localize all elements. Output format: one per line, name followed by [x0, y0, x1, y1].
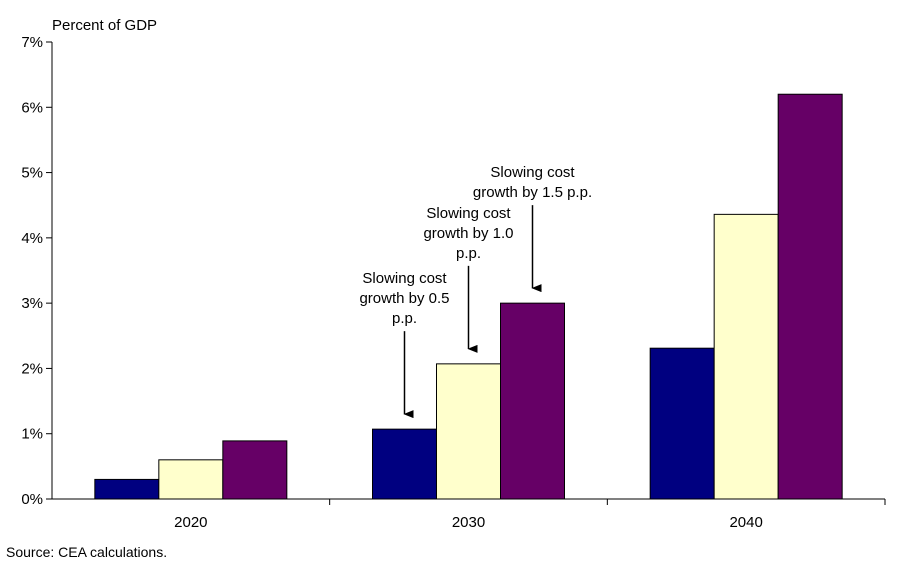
x-tick-label: 2020 — [174, 514, 207, 531]
annotation-text: p.p. — [392, 310, 417, 327]
annotation-text: growth by 1.5 p.p. — [473, 184, 592, 201]
x-tick-label: 2040 — [729, 514, 762, 531]
bar — [500, 302, 565, 500]
y-tick-label: 3% — [21, 295, 43, 312]
y-tick-label: 5% — [21, 165, 43, 182]
bar — [649, 347, 715, 500]
y-tick-label: 7% — [21, 34, 43, 51]
annotation-text: growth by 1.0 — [423, 225, 513, 242]
bar — [94, 478, 160, 500]
annotation-text: Slowing cost — [426, 205, 511, 222]
bar — [436, 363, 501, 500]
bar — [777, 93, 843, 500]
y-tick-label: 2% — [21, 360, 43, 377]
y-tick-label: 0% — [21, 491, 43, 508]
bar — [222, 440, 288, 500]
annotation-text: p.p. — [456, 245, 481, 262]
bar — [158, 459, 224, 500]
source-note: Source: CEA calculations. — [6, 544, 168, 560]
y-tick-label: 1% — [21, 426, 43, 443]
annotation-text: Slowing cost — [362, 270, 447, 287]
x-tick-label: 2030 — [452, 514, 485, 531]
y-tick-label: 4% — [21, 230, 43, 247]
bar — [372, 428, 437, 500]
y-tick-label: 6% — [21, 99, 43, 116]
annotation-text: Slowing cost — [490, 164, 575, 181]
bar — [713, 213, 779, 500]
annotation-text: growth by 0.5 — [359, 290, 449, 307]
y-axis-title: Percent of GDP — [52, 17, 157, 34]
